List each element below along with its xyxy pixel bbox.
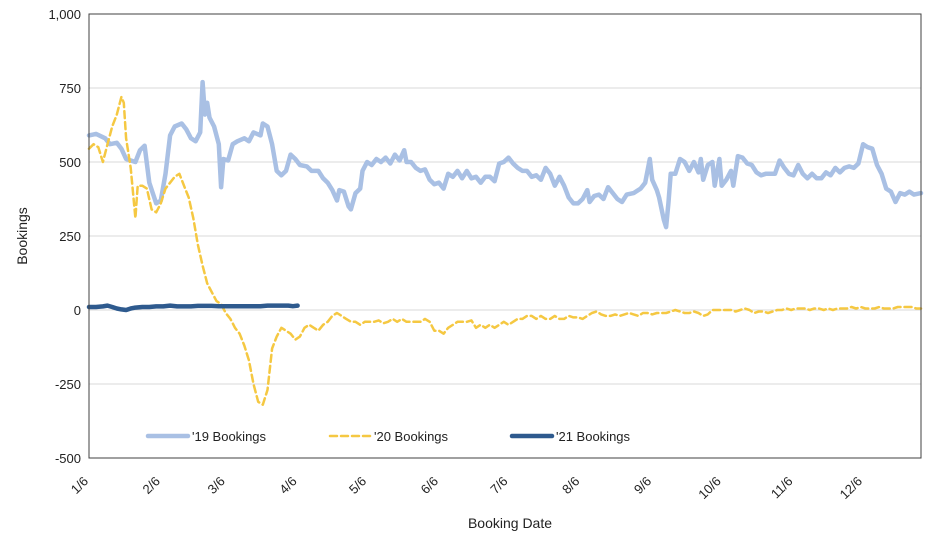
x-tick-label: 4/6 (276, 474, 299, 497)
x-tick-label: 12/6 (837, 474, 866, 503)
legend: '19 Bookings '20 Bookings '21 Bookings (145, 429, 631, 444)
y-tick-label: -500 (55, 451, 81, 466)
legend-label: '20 Bookings (374, 429, 449, 444)
x-tick-label: 8/6 (559, 474, 582, 497)
y-tick-label: 500 (59, 155, 81, 170)
x-tick-label: 6/6 (418, 474, 441, 497)
series-line (86, 79, 924, 230)
legend-label: '21 Bookings (556, 429, 631, 444)
series-layer (86, 79, 924, 406)
y-tick-label: 0 (74, 303, 81, 318)
y-axis-title: Bookings (14, 207, 30, 265)
x-tick-label: 9/6 (631, 474, 654, 497)
x-tick-label: 7/6 (487, 474, 510, 497)
x-tick-label: 10/6 (695, 474, 724, 503)
x-tick-label: 2/6 (140, 474, 163, 497)
y-tick-label: -250 (55, 377, 81, 392)
x-axis-title: Booking Date (468, 515, 552, 531)
y-tick-label: 250 (59, 229, 81, 244)
y-tick-label: 1,000 (48, 7, 81, 22)
legend-label: '19 Bookings (192, 429, 267, 444)
axes: -500 -250 0 250 500 750 1,000 1/6 2/6 3/6 4/6 5/6 6/… (48, 7, 922, 503)
x-tick-label: 1/6 (68, 474, 91, 497)
y-tick-label: 750 (59, 81, 81, 96)
series-line (86, 303, 300, 313)
plot-frame (88, 13, 922, 459)
x-tick-label: 3/6 (204, 474, 227, 497)
x-tick-label: 5/6 (346, 474, 369, 497)
x-tick-label: 11/6 (768, 474, 796, 502)
series-line (87, 95, 923, 406)
